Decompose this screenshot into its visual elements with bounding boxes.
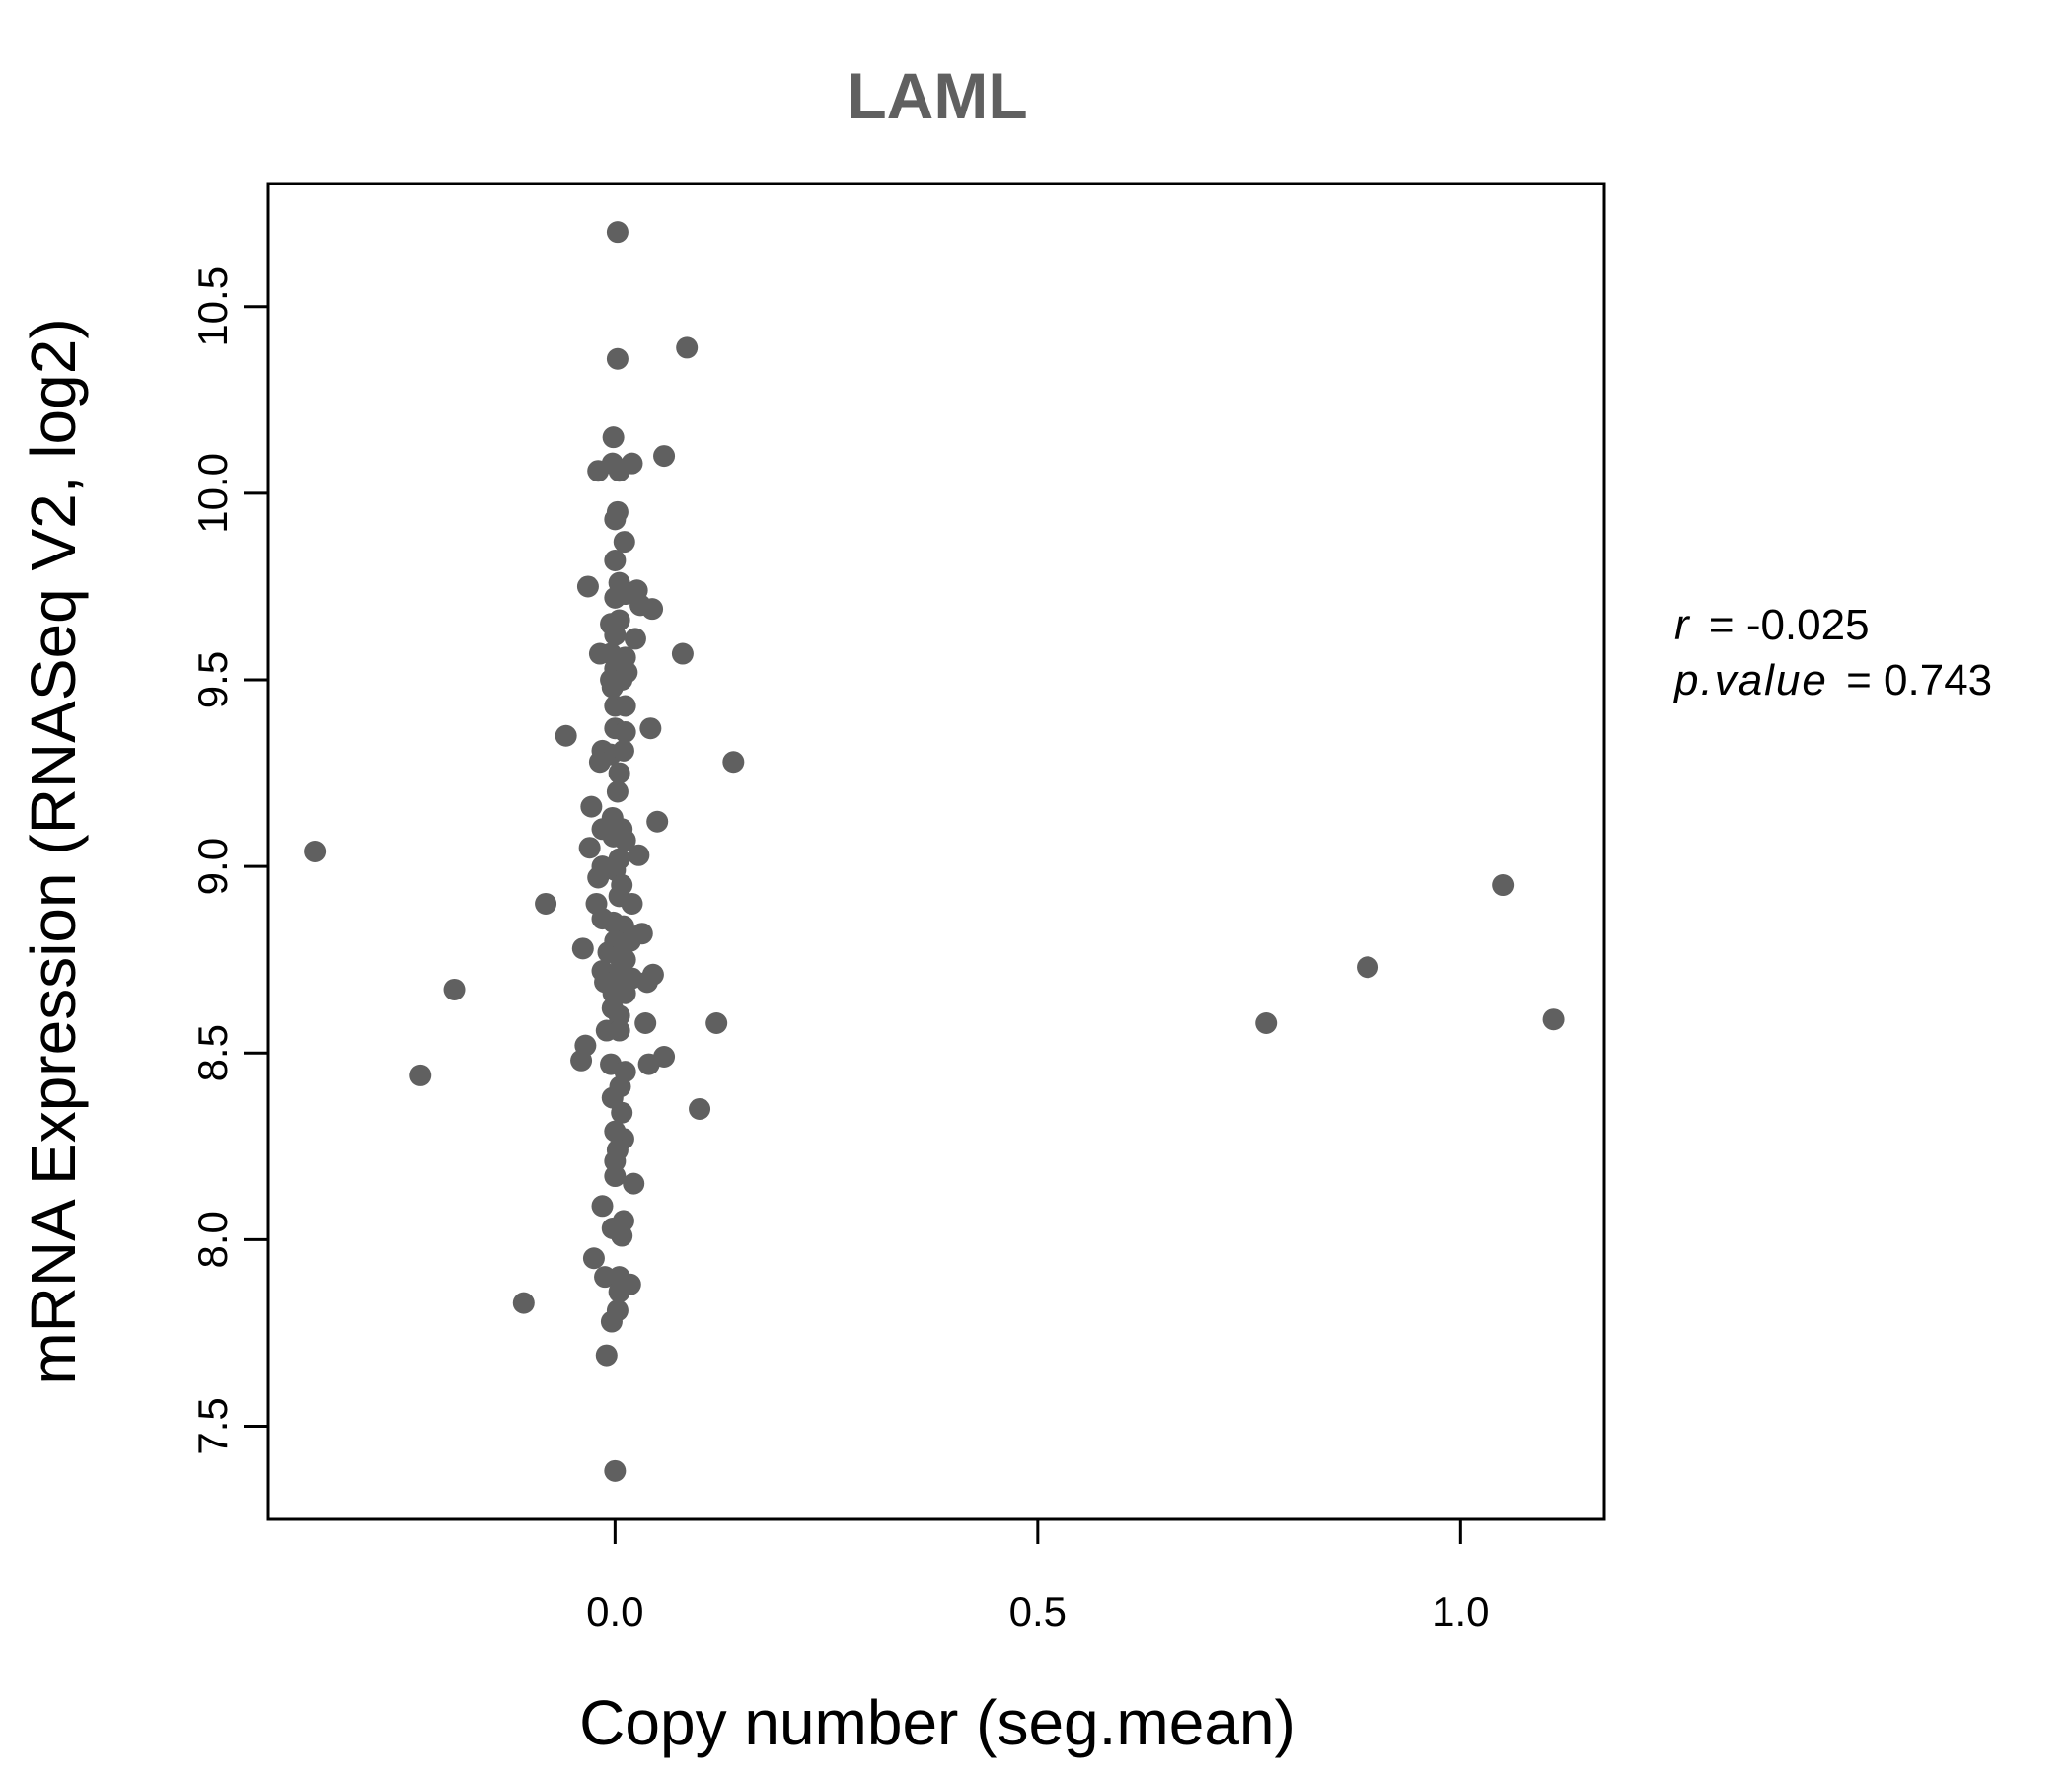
data-point (606, 221, 629, 244)
data-point (595, 1344, 618, 1367)
data-point (608, 1019, 630, 1042)
data-point (623, 1172, 645, 1195)
data-point (611, 1224, 633, 1247)
data-point (608, 762, 630, 784)
x-tick-label: 1.0 (1432, 1589, 1489, 1635)
data-point (588, 751, 611, 774)
data-point (555, 724, 577, 747)
data-point (612, 739, 634, 762)
y-tick-label: 10.0 (189, 453, 236, 534)
data-point (604, 1459, 627, 1482)
chart-title: LAML (847, 59, 1027, 132)
data-point (570, 1049, 593, 1072)
data-point (635, 971, 658, 994)
data-point (587, 866, 610, 889)
data-point (639, 717, 662, 740)
data-point (604, 1149, 627, 1172)
data-point (614, 982, 636, 1004)
data-point (409, 1064, 432, 1086)
data-point (614, 720, 636, 743)
r-value: -0.025 (1746, 601, 1870, 649)
data-point (576, 575, 599, 598)
data-point (578, 837, 601, 859)
data-point (613, 531, 635, 554)
data-point (628, 844, 650, 866)
r-label: r (1674, 601, 1691, 649)
data-point (604, 549, 627, 571)
data-point (1255, 1011, 1278, 1034)
y-tick-label: 10.5 (189, 266, 236, 347)
p-stat: p.value = 0.743 (1672, 656, 1992, 704)
data-point (591, 1195, 614, 1218)
y-axis-title: mRNA Expression (RNASeq V2, log2) (18, 318, 89, 1384)
data-point (621, 892, 643, 915)
data-point (580, 795, 603, 818)
data-point (512, 1292, 535, 1314)
data-point (608, 1281, 630, 1303)
p-value: 0.743 (1884, 656, 1992, 704)
data-point (535, 892, 557, 915)
data-point (619, 929, 641, 952)
data-point (671, 642, 694, 665)
data-point (614, 829, 636, 851)
y-axis: 7.5 8.0 8.5 9.0 9.5 10.0 10.5 (189, 266, 270, 1455)
data-point (1357, 956, 1379, 979)
data-point (614, 695, 636, 717)
x-tick-label: 0.0 (586, 1589, 643, 1635)
data-point (676, 336, 699, 359)
data-point (621, 452, 643, 475)
data-point (604, 508, 627, 531)
data-point (705, 1011, 728, 1034)
data-point (604, 624, 627, 646)
x-tick-label: 0.5 (1009, 1589, 1067, 1635)
data-point (606, 780, 629, 803)
data-point (722, 751, 745, 774)
data-point (1492, 874, 1515, 897)
y-tick-label: 7.5 (189, 1397, 236, 1454)
x-axis: 0.0 0.5 1.0 (586, 1517, 1490, 1635)
y-tick-label: 9.0 (189, 838, 236, 895)
data-point (443, 978, 466, 1000)
data-point (304, 841, 327, 862)
p-label: p.value (1672, 656, 1828, 704)
data-point (611, 1101, 633, 1124)
data-point (600, 1310, 623, 1333)
r-stat: r = -0.025 (1674, 601, 1870, 649)
y-tick-label: 8.0 (189, 1211, 236, 1268)
data-point (582, 1247, 605, 1270)
data-point (571, 937, 594, 960)
plot-frame (266, 182, 1606, 1521)
data-point (634, 1011, 657, 1034)
data-point (646, 810, 669, 833)
data-point (637, 1053, 660, 1075)
data-point (1542, 1008, 1565, 1031)
y-tick-label: 8.5 (189, 1024, 236, 1081)
data-point (601, 676, 624, 699)
data-point (604, 1165, 627, 1188)
correlation-stats: r = -0.025 p.value = 0.743 (1672, 601, 1992, 704)
data-point (689, 1097, 711, 1120)
data-point (653, 445, 676, 468)
data-point (624, 628, 646, 650)
data-points (304, 221, 1565, 1482)
x-axis-title: Copy number (seg.mean) (579, 1687, 1295, 1758)
data-point (606, 347, 629, 370)
data-point (608, 1004, 630, 1027)
y-tick-label: 9.5 (189, 651, 236, 708)
data-point (641, 598, 664, 621)
data-point (602, 426, 625, 449)
